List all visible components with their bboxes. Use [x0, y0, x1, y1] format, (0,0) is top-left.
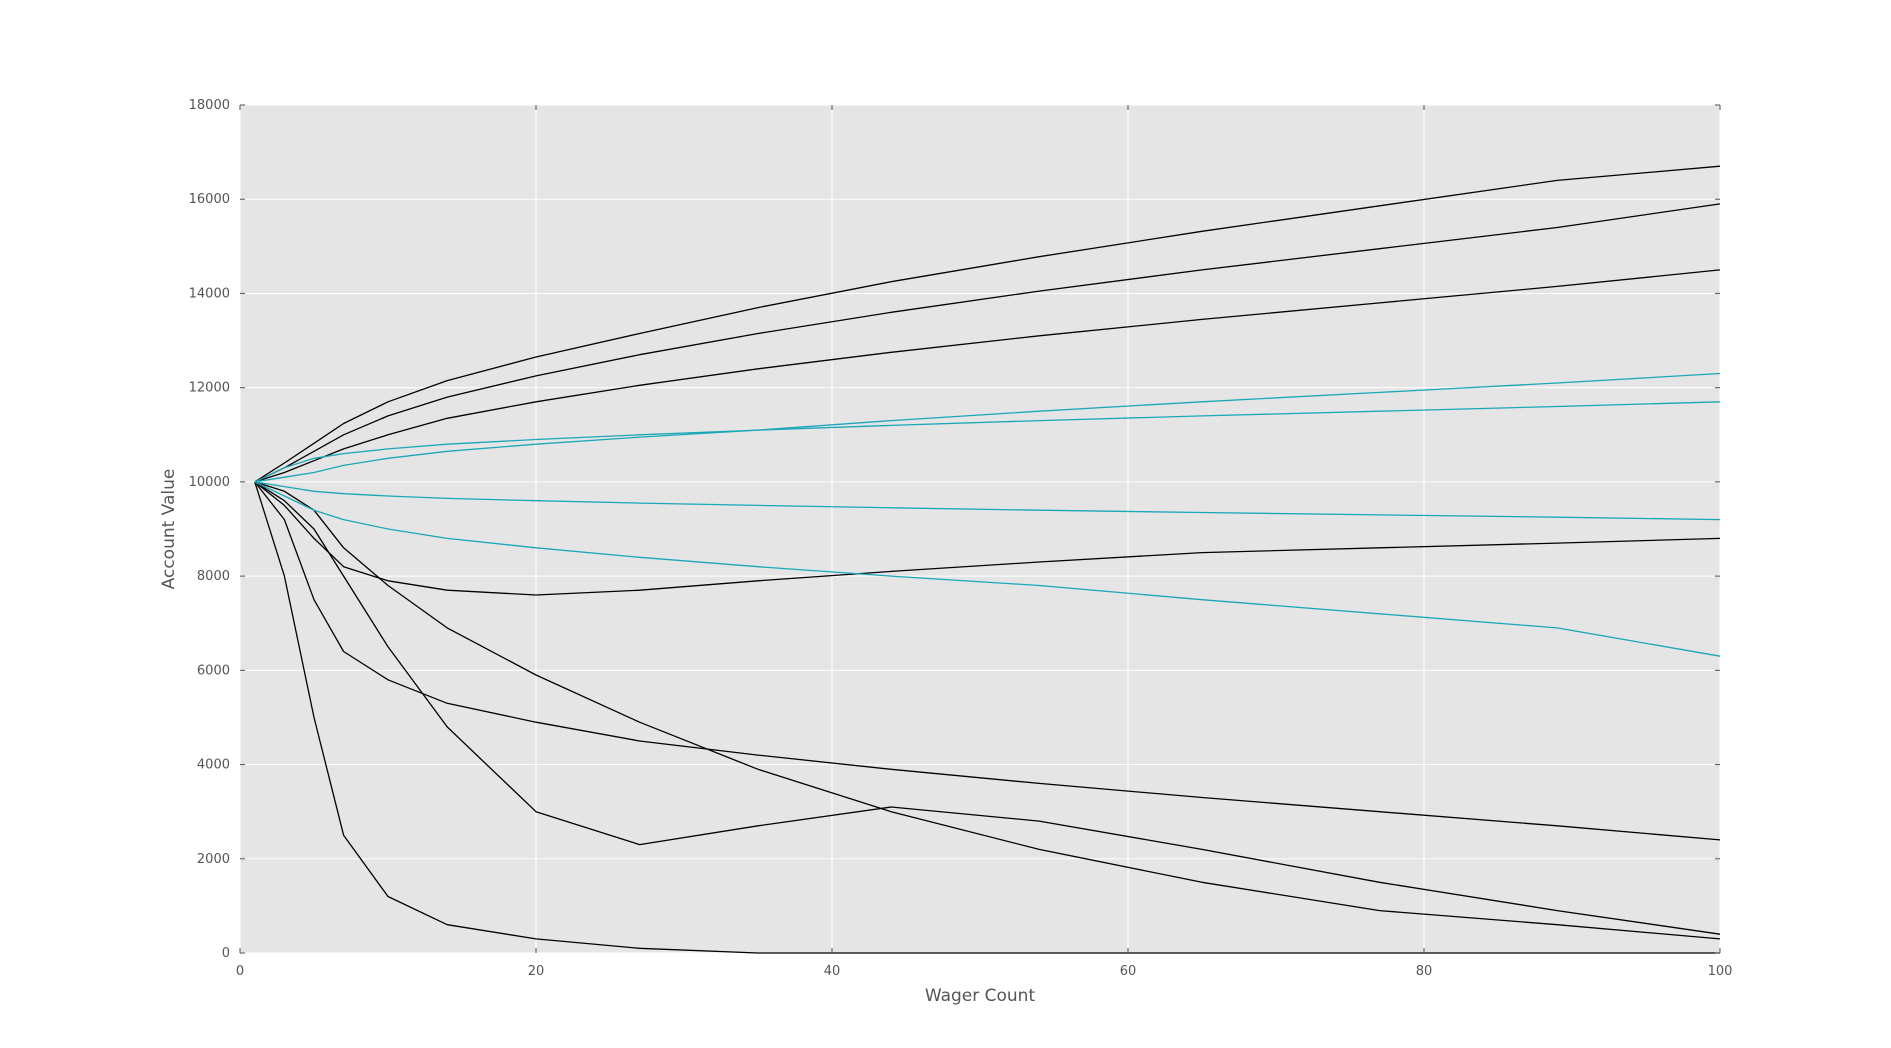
series-line	[254, 481, 1720, 954]
series-line	[254, 481, 1721, 940]
x-tick-label: 60	[1120, 964, 1137, 979]
y-tick-label: 10000	[189, 475, 230, 490]
plot-background	[240, 105, 1720, 953]
y-tick-label: 6000	[197, 663, 230, 678]
x-tick-label: 0	[236, 964, 244, 979]
y-tick-label: 2000	[197, 852, 230, 867]
series-line	[254, 401, 1721, 483]
y-tick-label: 0	[222, 946, 230, 961]
y-axis-title: Account Value	[159, 469, 179, 590]
series-line	[254, 481, 1721, 657]
series-line	[254, 203, 1721, 483]
x-tick-label: 40	[824, 964, 841, 979]
y-tick-label: 12000	[189, 381, 230, 396]
series-line	[254, 481, 1721, 596]
series-line	[254, 481, 1721, 521]
series-line	[254, 372, 1721, 483]
x-axis-title: Wager Count	[925, 986, 1036, 1006]
x-tick-label: 80	[1416, 964, 1433, 979]
axis-ticks: 0 20 40 60 80 100 0 2000 4000 6000 8000 10000 12000 1…	[189, 98, 1733, 979]
series-line	[254, 165, 1721, 483]
y-tick-label: 18000	[189, 98, 230, 113]
y-tick-label: 16000	[189, 192, 230, 207]
series-line	[254, 481, 1721, 841]
y-tick-label: 4000	[197, 758, 230, 773]
y-tick-label: 8000	[197, 569, 230, 584]
x-tick-label: 100	[1708, 964, 1733, 979]
series-group-cyan	[254, 372, 1721, 657]
x-tick-label: 20	[528, 964, 545, 979]
series-line	[254, 481, 1721, 935]
y-tick-label: 14000	[189, 286, 230, 301]
